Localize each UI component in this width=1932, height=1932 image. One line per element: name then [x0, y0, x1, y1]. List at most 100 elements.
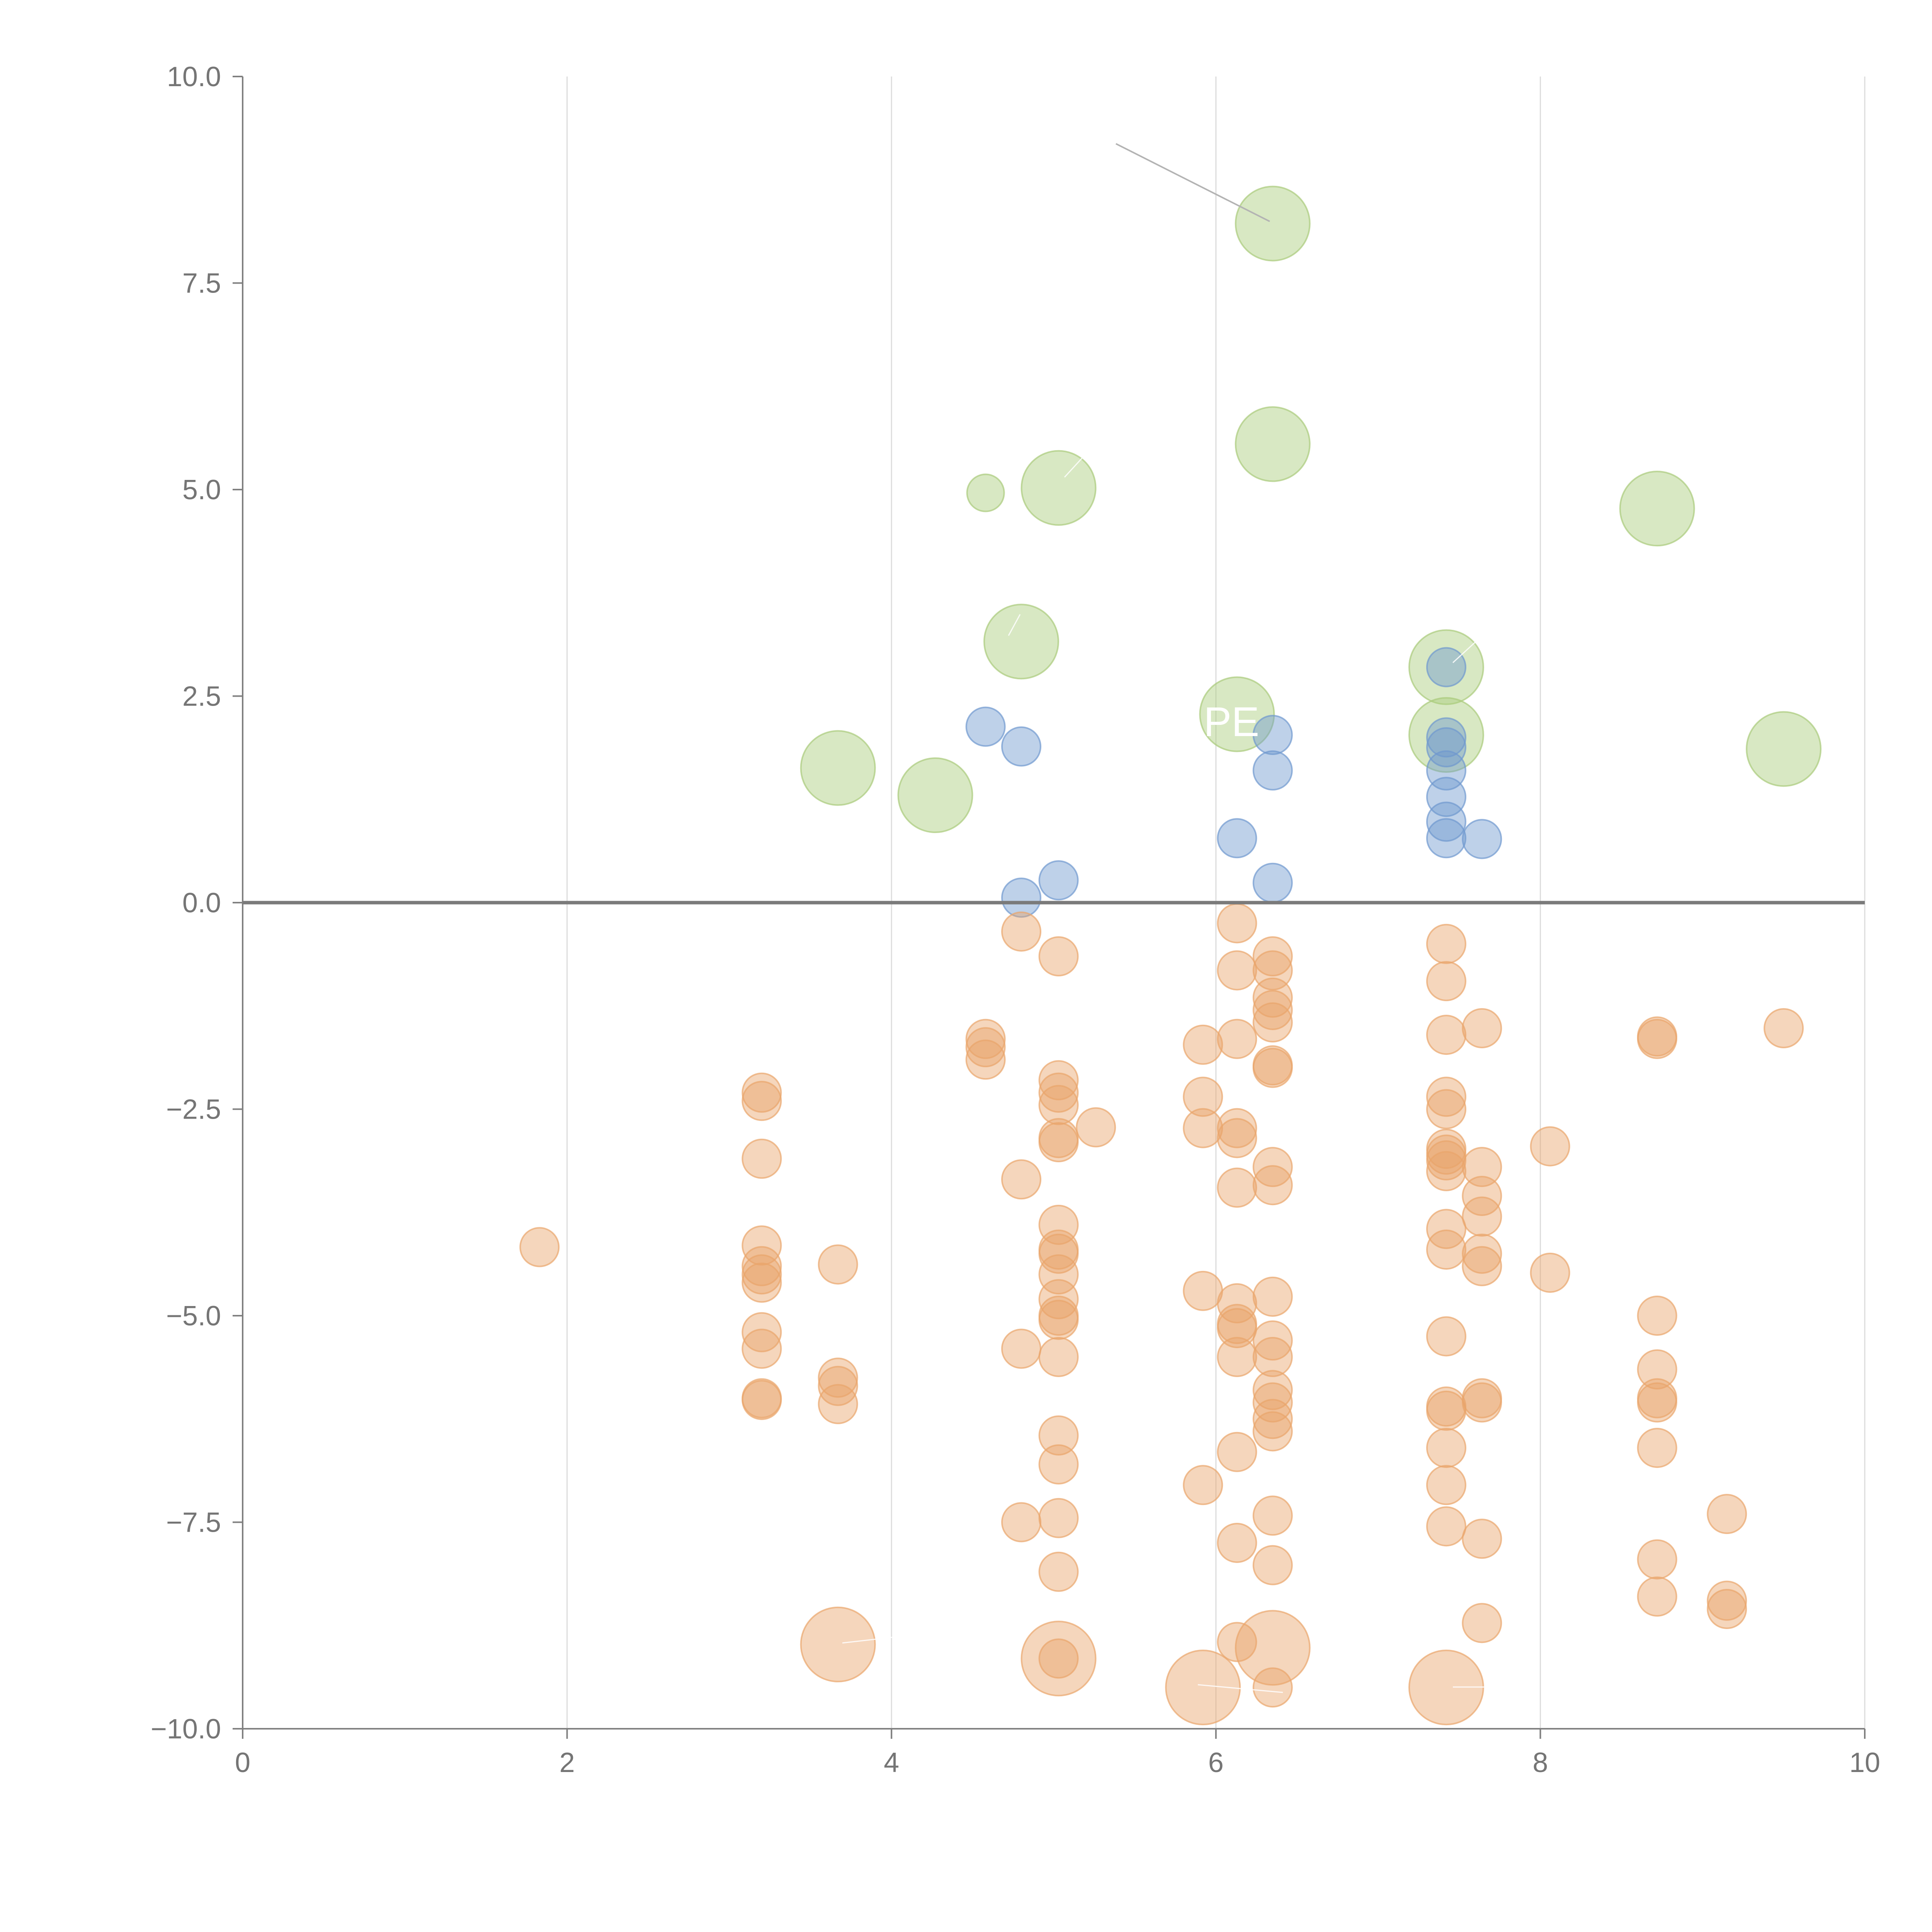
- orange-bubble: [742, 1225, 782, 1266]
- y-tick-label: −2.5: [166, 1094, 221, 1125]
- orange-bubble: [1001, 1502, 1042, 1543]
- orange-bubble: [818, 1244, 858, 1285]
- orange-bubble: [1426, 1129, 1466, 1169]
- blue-bubble: [1426, 727, 1466, 768]
- orange-bubble: [1038, 1085, 1079, 1125]
- green-bubble: [800, 730, 876, 806]
- orange-bubble: [1426, 1506, 1466, 1547]
- orange-bubble: [742, 1246, 782, 1286]
- orange-bubble: [1764, 1008, 1804, 1048]
- orange-bubble: [742, 1081, 782, 1121]
- orange-bubble: [818, 1366, 858, 1406]
- orange-bubble: [1252, 936, 1293, 976]
- orange-bubble: [1252, 977, 1293, 1018]
- orange-bubble: [1426, 1151, 1466, 1191]
- x-tick-label: 6: [1208, 1747, 1224, 1778]
- orange-bubble: [1462, 1196, 1502, 1237]
- orange-bubble: [1426, 1077, 1466, 1117]
- orange-bubble: [1183, 1108, 1223, 1148]
- orange-bubble: [1001, 911, 1042, 952]
- y-tick-label: 7.5: [182, 268, 221, 299]
- orange-bubble: [1038, 1444, 1079, 1485]
- blue-bubble: [1426, 801, 1466, 842]
- orange-bubble: [1462, 1246, 1502, 1286]
- y-tick-label: −7.5: [166, 1507, 221, 1538]
- orange-bubble: [1252, 1667, 1293, 1708]
- orange-bubble: [1252, 1276, 1293, 1317]
- orange-bubble: [1252, 990, 1293, 1030]
- orange-bubble: [1462, 1603, 1502, 1643]
- orange-bubble: [1038, 1279, 1079, 1320]
- orange-bubble: [1217, 1522, 1257, 1563]
- y-tick-label: −5.0: [166, 1301, 221, 1332]
- orange-bubble: [1183, 1024, 1223, 1065]
- orange-bubble: [742, 1254, 782, 1295]
- green-bubble: [1020, 450, 1097, 526]
- ticks: 0 2 4 6 8 10 −10.0 −7.5 −5.0 −2.5 0.0 2.5 5.0 7.5 10.0: [151, 61, 1880, 1778]
- annotation-leader-line: [1452, 641, 1477, 663]
- orange-bubble: [1426, 1209, 1466, 1249]
- orange-bubble: [1252, 1002, 1293, 1043]
- orange-bubble: [1020, 1621, 1097, 1697]
- orange-bubble: [1217, 1019, 1257, 1059]
- orange-bubble: [1183, 1465, 1223, 1505]
- blue-bubble: [1252, 750, 1293, 791]
- orange-bubble: [1637, 1296, 1677, 1336]
- orange-bubble: [1217, 1308, 1257, 1349]
- orange-bubble: [742, 1072, 782, 1113]
- blue-bubble: [1426, 717, 1466, 758]
- orange-bubble: [742, 1138, 782, 1179]
- blue-bubble: [1038, 860, 1079, 901]
- orange-bubble: [1462, 1175, 1502, 1216]
- green-bubble: [1199, 676, 1275, 752]
- orange-bubble: [742, 1262, 782, 1303]
- orange-bubble: [1217, 903, 1257, 944]
- orange-bubble: [519, 1227, 560, 1267]
- orange-bubble: [1038, 1638, 1079, 1679]
- blue-bubble: [1426, 647, 1466, 687]
- orange-bubble: [1252, 1165, 1293, 1206]
- orange-bubble: [1252, 1545, 1293, 1585]
- green-bubble: [966, 473, 1005, 512]
- orange-bubble: [1637, 1382, 1677, 1423]
- green-bubble: [1235, 406, 1311, 482]
- orange-bubble: [1165, 1650, 1241, 1726]
- orange-bubble: [1426, 1140, 1466, 1181]
- orange-bubble: [1252, 1370, 1293, 1410]
- annotations: PE: [842, 143, 1519, 1693]
- orange-bubble: [1462, 1233, 1502, 1274]
- green-bubble: [897, 757, 973, 833]
- orange-bubble: [1530, 1126, 1570, 1167]
- orange-bubble: [1426, 1390, 1466, 1431]
- y-tick-label: −10.0: [151, 1714, 221, 1745]
- orange-bubble: [1707, 1494, 1747, 1534]
- green-bubble: [983, 604, 1060, 680]
- green-bubble: [1408, 629, 1484, 705]
- annotation-leader-line: [1116, 143, 1270, 222]
- x-tick-label: 8: [1532, 1747, 1548, 1778]
- data-points: [519, 185, 1822, 1726]
- orange-bubble: [1426, 1229, 1466, 1270]
- orange-bubble: [965, 1039, 1006, 1080]
- orange-bubble: [742, 1328, 782, 1369]
- orange-bubble: [1183, 1077, 1223, 1117]
- blue-bubble: [1462, 819, 1502, 859]
- orange-bubble: [1707, 1588, 1747, 1629]
- x-tick-label: 4: [884, 1747, 899, 1778]
- x-tick-label: 0: [235, 1747, 250, 1778]
- green-bubble: [1619, 471, 1695, 547]
- orange-bubble: [1252, 1382, 1293, 1423]
- orange-bubble: [1637, 1539, 1677, 1580]
- orange-bubble: [1076, 1107, 1116, 1148]
- orange-bubble: [1183, 1270, 1223, 1311]
- orange-bubble: [965, 1019, 1006, 1059]
- orange-bubble: [1217, 1167, 1257, 1208]
- orange-bubble: [1217, 950, 1257, 991]
- blue-bubble: [1426, 777, 1466, 817]
- orange-bubble: [1252, 1399, 1293, 1439]
- blue-bubble: [965, 706, 1006, 747]
- orange-bubble: [1038, 1060, 1079, 1100]
- annotation-leader-line: [842, 1636, 901, 1644]
- orange-bubble: [1217, 1283, 1257, 1323]
- orange-bubble: [1462, 1519, 1502, 1559]
